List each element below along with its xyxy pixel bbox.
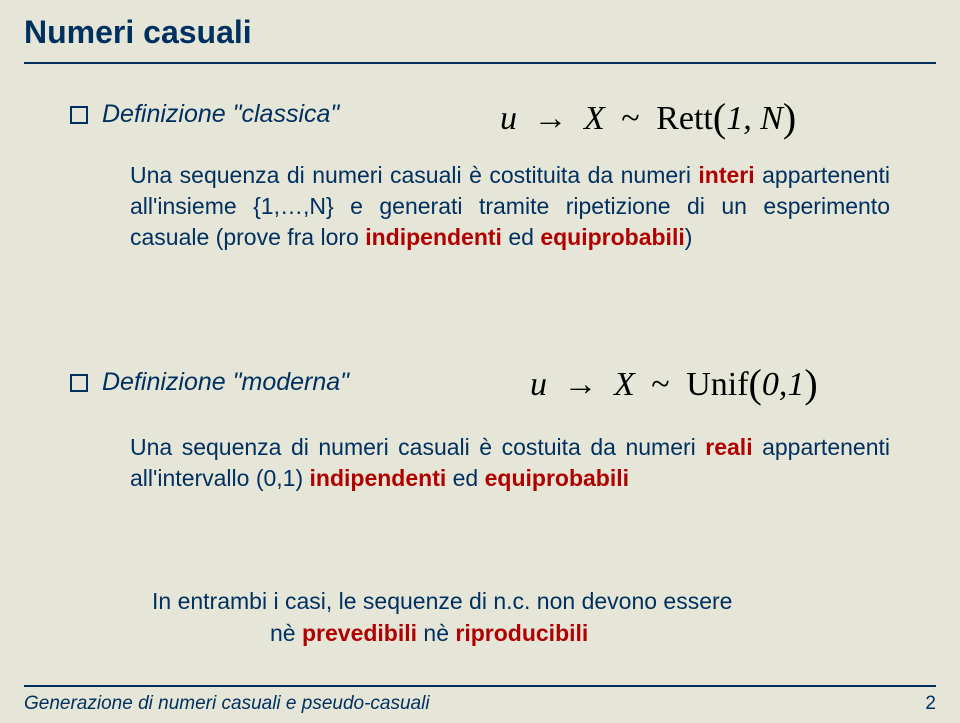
body-classica: Una sequenza di numeri casuali è costitu… [130, 160, 890, 253]
bullet-classica: Definizione "classica" [70, 100, 339, 129]
formula-X: X [584, 100, 605, 137]
text: nè [270, 620, 302, 646]
formula-fn: Rett [656, 100, 713, 137]
formula-fn: Unif [686, 366, 748, 403]
arrow-icon: → [564, 366, 598, 403]
bullet-square-icon [70, 374, 88, 392]
arrow-icon: → [534, 100, 568, 137]
kw-riproducibili: riproducibili [455, 620, 588, 646]
kw-prevedibili: prevedibili [302, 620, 417, 646]
formula-args: 1, N [726, 100, 783, 137]
kw-indipendenti: indipendenti [365, 224, 502, 250]
body-moderna: Una sequenza di numeri casuali è costuit… [130, 432, 890, 494]
page-title: Numeri casuali [24, 14, 252, 51]
formula-X: X [614, 366, 635, 403]
footer-divider [24, 685, 936, 687]
formula-u: u [500, 100, 517, 137]
text: Una sequenza di numeri casuali è costuit… [130, 434, 705, 460]
footer-text: Generazione di numeri casuali e pseudo-c… [24, 693, 430, 715]
text: ) [685, 224, 693, 250]
text: Una sequenza di numeri casuali è costitu… [130, 162, 698, 188]
tilde-icon: ~ [651, 366, 669, 403]
page-number: 2 [925, 693, 936, 715]
text: ed [446, 465, 484, 491]
formula-u: u [530, 366, 547, 403]
formula-moderna: u → X ~ Unif(0,1) [530, 358, 818, 405]
kw-equiprobabili: equiprobabili [540, 224, 684, 250]
bullet-moderna: Definizione "moderna" [70, 368, 349, 397]
kw-reali: reali [705, 434, 752, 460]
closing-line-2: nè prevedibili nè riproducibili [270, 620, 588, 647]
kw-interi: interi [698, 162, 754, 188]
bullet-moderna-label: Definizione "moderna" [102, 368, 349, 397]
bullet-classica-label: Definizione "classica" [102, 100, 339, 129]
title-divider [24, 62, 936, 64]
kw-equiprobabili: equiprobabili [485, 465, 629, 491]
closing-line-1: In entrambi i casi, le sequenze di n.c. … [152, 588, 732, 615]
tilde-icon: ~ [621, 100, 639, 137]
formula-classica: u → X ~ Rett(1, N) [500, 92, 796, 139]
text: nè [417, 620, 455, 646]
formula-args: 0,1 [762, 366, 805, 403]
kw-indipendenti: indipendenti [310, 465, 447, 491]
text: ed [502, 224, 540, 250]
slide: Numeri casuali Definizione "classica" u … [0, 0, 960, 723]
bullet-square-icon [70, 106, 88, 124]
